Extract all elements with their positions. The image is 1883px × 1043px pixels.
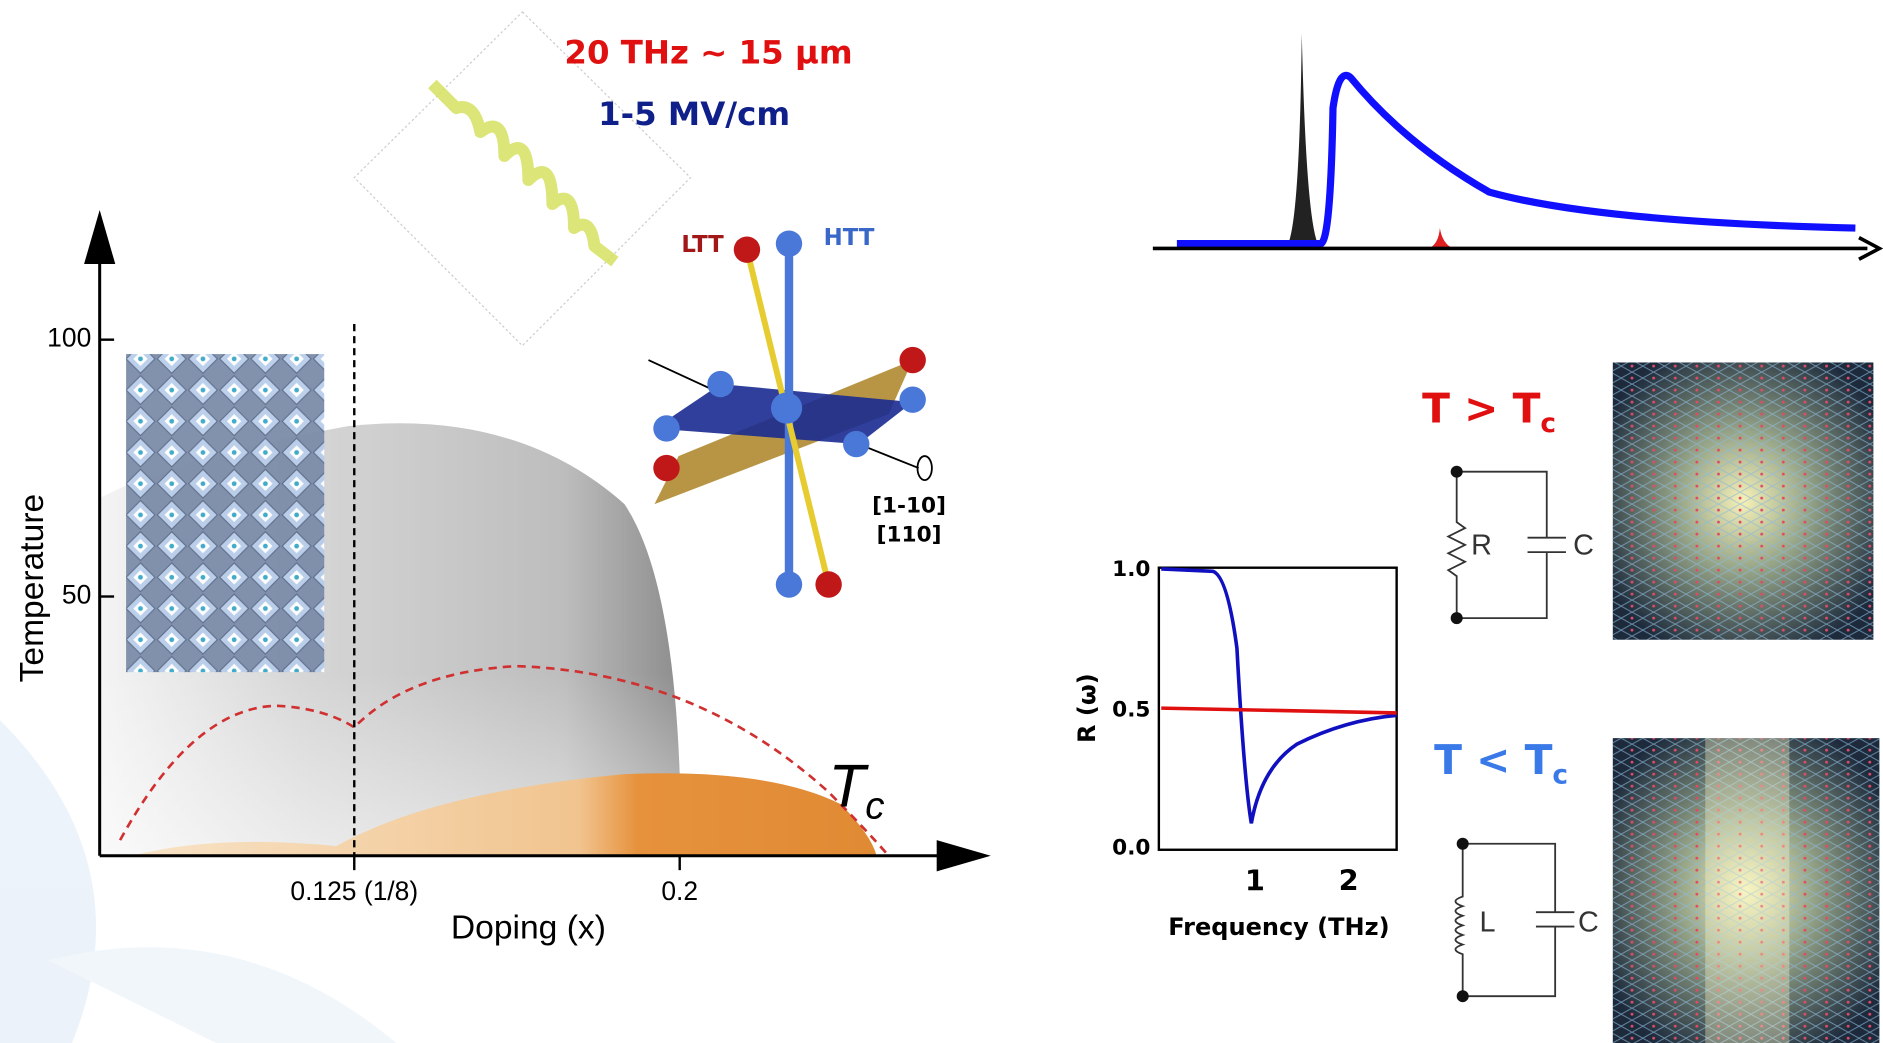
background-swirl-part — [48, 947, 397, 1043]
state-below-tc-part — [1456, 837, 1469, 850]
state-below-tc-part — [1705, 738, 1790, 1043]
y-axis-label: Temperature — [14, 494, 51, 683]
y-tick-label: 0.0 — [1112, 836, 1150, 861]
thz-pulse-part — [428, 79, 619, 267]
phase-diagram-part — [118, 664, 890, 857]
lattice-image — [126, 354, 325, 673]
background-swirl-part — [0, 720, 97, 1043]
condition: T < T — [1434, 736, 1552, 784]
phase-diagram-part — [84, 210, 116, 265]
crystal-structure-part-part — [707, 370, 734, 398]
x-tick-label: 0.2 — [661, 876, 698, 906]
state-below-tc: T < Tc L C — [1434, 736, 1880, 1043]
crystal-structure-part — [653, 230, 926, 598]
tc-subscript: c — [865, 785, 884, 828]
time-trace-part — [1176, 71, 1856, 248]
time-trace — [1152, 33, 1883, 261]
crystal-structure-part-part — [653, 454, 680, 482]
condition: T > T — [1422, 384, 1540, 432]
axis-label: [1-10] — [872, 494, 946, 519]
x-tick-label: 1 — [1245, 864, 1265, 898]
tc-letter: T — [829, 753, 870, 820]
htt-label: HTT — [824, 225, 875, 251]
crystal-structure-part — [653, 236, 926, 598]
condition-label: T > Tc — [1422, 384, 1556, 439]
y-tick-label: 1.0 — [1112, 557, 1150, 582]
crystal-structure: LTT HTT [1-10] [110] — [648, 225, 946, 598]
crystal-structure-part-part — [775, 571, 803, 598]
y-tick-label: 50 — [62, 579, 91, 609]
capacitor-label: C — [1573, 530, 1594, 562]
x-tick-label: 0.125 (1/8) — [290, 876, 418, 906]
time-trace-part — [1429, 228, 1454, 249]
phase-diagram-part — [132, 773, 877, 856]
crystal-structure-part-part — [843, 430, 870, 458]
frequency-label: 20 THz ~ 15 µm — [564, 34, 852, 72]
state-below-tc-part — [1454, 842, 1575, 998]
background-swirl — [0, 720, 397, 1043]
crystal-structure-part-part — [899, 386, 926, 413]
crystal-structure-part-part — [815, 571, 842, 598]
y-tick-label: 0.5 — [1112, 698, 1150, 723]
tc-label: Tc — [829, 753, 885, 828]
crystal-structure-part-part — [775, 230, 803, 257]
state-above-tc-part — [1446, 470, 1566, 620]
state-below-tc-part — [1612, 738, 1880, 1043]
time-trace-part — [1284, 33, 1321, 249]
x-axis-label: Frequency (THz) — [1168, 913, 1389, 941]
condition-label: T < Tc — [1434, 736, 1568, 791]
phase-diagram-part — [936, 840, 991, 872]
time-trace-part — [1858, 236, 1883, 261]
inductor-label: L — [1480, 906, 1496, 938]
phase-diagram: 100 50 0.125 (1/8) 0.2 Doping (x) Temper… — [14, 210, 991, 947]
state-below-tc-part — [1456, 990, 1469, 1003]
axis-label: [110] — [877, 522, 942, 547]
crystal-structure-part — [916, 455, 933, 481]
x-axis-label: Doping (x) — [451, 910, 606, 947]
crystal-structure-part-part — [653, 415, 680, 442]
resistor-label: R — [1471, 530, 1492, 562]
state-above-tc-part — [1450, 465, 1463, 478]
condition-subscript: c — [1552, 760, 1568, 791]
capacitor-label: C — [1578, 906, 1599, 938]
reflectivity-plot-part — [1161, 706, 1397, 715]
condition-subscript: c — [1540, 408, 1556, 439]
reflectivity-plot: 1.0 0.5 0.0 1 2 Frequency (THz) R (ω) — [1073, 557, 1398, 941]
field-label: 1-5 MV/cm — [598, 95, 790, 133]
ltt-label: LTT — [681, 232, 724, 258]
crystal-structure-part-part — [733, 236, 761, 263]
thz-pulse: 20 THz ~ 15 µm 1-5 MV/cm — [353, 11, 853, 347]
x-tick-label: 2 — [1339, 864, 1359, 898]
crystal-structure-part-part — [770, 392, 803, 424]
y-axis-label: R (ω) — [1073, 673, 1101, 743]
state-above-tc-part — [1450, 612, 1463, 625]
y-tick-label: 100 — [47, 323, 91, 353]
state-above-tc-part — [1612, 362, 1874, 640]
reflectivity-plot-part — [1161, 567, 1397, 824]
state-above-tc: T > Tc R C — [1422, 362, 1874, 640]
crystal-structure-part-part — [899, 346, 926, 374]
